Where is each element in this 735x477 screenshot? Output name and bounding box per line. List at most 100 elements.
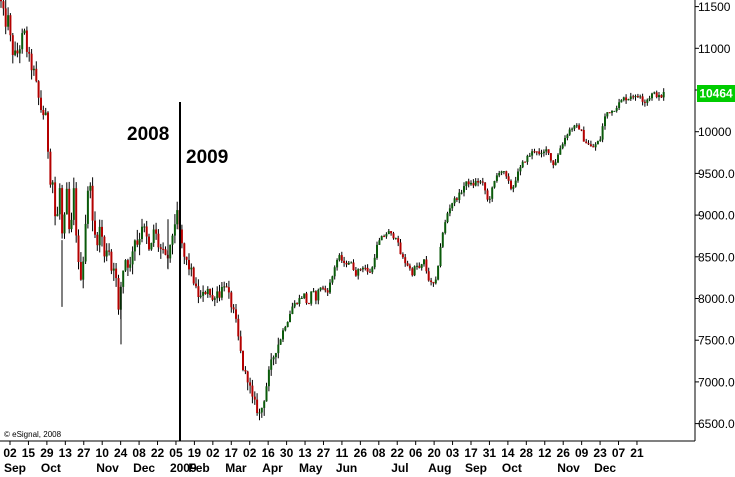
candle-body <box>481 181 484 183</box>
candle <box>312 288 315 293</box>
candle-body <box>164 249 167 255</box>
x-month-label: Sep <box>4 461 26 475</box>
candle <box>653 91 656 95</box>
candle <box>404 254 407 267</box>
candle <box>542 149 545 157</box>
candle-body <box>639 96 642 98</box>
candle <box>331 275 334 285</box>
candle <box>540 149 543 158</box>
candle <box>159 243 162 259</box>
candle <box>549 153 552 163</box>
candle <box>251 379 254 404</box>
x-day-tick-label: 26 <box>354 446 368 460</box>
candle-body <box>589 144 592 147</box>
candle-body <box>505 171 508 177</box>
candle-body <box>622 97 625 101</box>
candle-body <box>599 139 602 142</box>
candle <box>150 242 153 251</box>
candle <box>230 290 233 313</box>
candle <box>235 304 237 323</box>
candle <box>481 177 484 186</box>
candle <box>432 281 435 287</box>
candle-body <box>65 188 68 215</box>
x-month-label: 2009 <box>170 461 197 475</box>
candle <box>133 239 136 261</box>
candle <box>479 180 482 185</box>
candle <box>336 258 339 271</box>
candle-body <box>387 231 390 235</box>
candle <box>641 93 644 106</box>
candle-body <box>376 244 378 258</box>
candle <box>505 170 508 179</box>
candle-body <box>277 344 280 354</box>
candle-body <box>331 276 334 283</box>
candle <box>0 0 2 8</box>
x-day-tick-label: 22 <box>391 446 405 460</box>
candle-body <box>169 244 172 259</box>
candle <box>9 13 12 42</box>
candle <box>364 264 367 271</box>
candle <box>122 270 125 294</box>
candle <box>195 277 197 289</box>
candle-body <box>171 235 174 245</box>
candle <box>49 148 52 188</box>
candle-body <box>596 141 599 145</box>
candle-body <box>404 257 407 264</box>
candle <box>376 241 378 260</box>
candle <box>23 28 26 35</box>
candle <box>519 165 522 176</box>
candle <box>65 182 68 215</box>
candle-body <box>594 144 597 148</box>
candle-body <box>303 293 306 298</box>
candle-body <box>324 288 327 291</box>
candle-body <box>89 185 92 191</box>
candle <box>319 287 322 292</box>
candle-body <box>117 278 120 310</box>
candle-body <box>209 289 212 295</box>
candle-body <box>195 283 197 287</box>
candle <box>566 133 569 141</box>
candle-body <box>206 289 209 295</box>
candle <box>148 233 150 251</box>
candle <box>655 90 658 99</box>
candle <box>16 42 19 58</box>
candle-body <box>413 266 416 276</box>
candle-body <box>538 151 541 154</box>
x-day-tick-label: 05 <box>169 446 183 460</box>
candle <box>185 256 188 266</box>
candle <box>310 291 313 306</box>
candle-body <box>7 15 10 27</box>
x-month-label: Apr <box>262 461 283 475</box>
candle-body <box>265 386 268 402</box>
candle <box>491 186 494 202</box>
last-value-marker: 10464 <box>697 85 735 102</box>
candle <box>385 232 388 239</box>
candle <box>293 300 296 309</box>
candle-body <box>535 151 538 153</box>
candle <box>643 99 646 107</box>
candle <box>472 179 475 189</box>
candle <box>359 268 362 272</box>
candle-body <box>587 143 590 145</box>
candle-body <box>289 314 291 322</box>
candle <box>345 260 348 268</box>
candle-body <box>408 265 411 269</box>
candle <box>101 219 103 247</box>
candle <box>533 148 536 154</box>
candle <box>326 288 329 296</box>
candle <box>354 267 357 277</box>
candle <box>157 229 160 252</box>
candle-body <box>110 251 113 271</box>
candle <box>277 337 280 359</box>
candle <box>557 153 559 164</box>
candle <box>239 330 242 354</box>
candle-body <box>51 182 54 185</box>
x-month-label: Jun <box>336 461 357 475</box>
candle-body <box>91 185 94 221</box>
candle-body <box>155 229 158 234</box>
candle-body <box>488 198 491 200</box>
candle-body <box>96 234 99 246</box>
candle <box>648 95 651 102</box>
y-tick-label: 9000.00 <box>698 209 735 223</box>
